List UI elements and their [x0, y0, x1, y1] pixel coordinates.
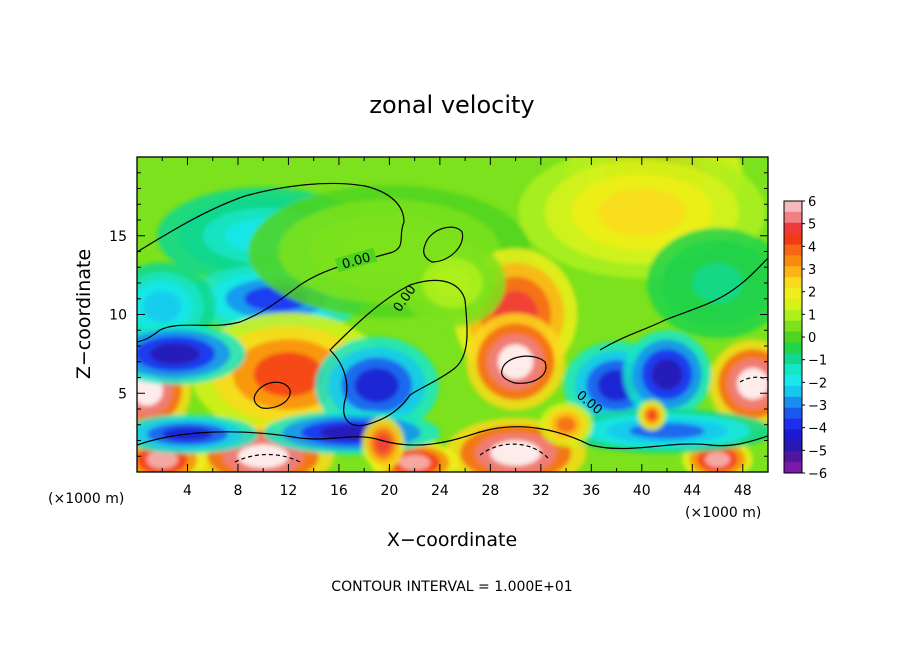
- x-tick-label: 28: [481, 483, 499, 499]
- colorbar-swatch: [784, 342, 802, 354]
- colorbar-swatch: [784, 462, 802, 474]
- colorbar-swatch: [784, 244, 802, 256]
- colorbar-tick-label: −6: [808, 467, 827, 482]
- y-tick-label: 15: [109, 229, 127, 245]
- x-tick-label: 16: [330, 483, 348, 499]
- velocity-field: [137, 157, 768, 472]
- y-axis-ticks: 5 10 15: [109, 172, 768, 457]
- colorbar-swatch: [784, 201, 802, 213]
- x-axis-title: X−coordinate: [387, 529, 517, 551]
- colorbar-swatch: [784, 396, 802, 409]
- colorbar-swatch: [784, 309, 802, 322]
- colorbar-tick-label: −3: [808, 399, 827, 414]
- field-blob-19-ring-3: [398, 454, 431, 471]
- field-blob-1-ring-3: [597, 188, 686, 236]
- colorbar-swatch: [784, 266, 802, 278]
- colorbar-swatch: [784, 418, 802, 430]
- chart-title: zonal velocity: [369, 91, 534, 119]
- x-unit-right: (×1000 m): [685, 505, 761, 521]
- x-axis-ticks: 4 8 12 16 20 24 28 32 36 40 44 48: [161, 157, 752, 499]
- field-blob-25-ring-3: [556, 416, 576, 433]
- zero-contour-right: [599, 257, 768, 351]
- field-blob-4-ring-3: [143, 290, 182, 323]
- x-tick-label: 36: [582, 483, 600, 499]
- x-tick-label: 20: [380, 483, 398, 499]
- contour-interval-note: CONTOUR INTERVAL = 1.000E+01: [331, 579, 572, 595]
- field-blob-17-ring-3: [237, 444, 289, 469]
- colorbar-tick-label: −4: [808, 422, 827, 437]
- zero-contour-mid: [329, 279, 468, 427]
- colorbar-swatch: [784, 298, 802, 311]
- field-blob-9-ring-3: [253, 352, 324, 397]
- colorbar-swatch: [784, 385, 802, 398]
- colorbar-tick-label: −2: [808, 376, 827, 391]
- white-core-contour-2: [500, 355, 547, 384]
- colorbar-swatch: [784, 364, 802, 376]
- field-blob-15-ring-3: [651, 358, 683, 391]
- x-tick-label: 8: [233, 483, 242, 499]
- field-blob-11-ring-3: [737, 368, 768, 400]
- dashed-contour-2: [479, 443, 549, 459]
- contour-lines: [137, 182, 768, 463]
- colorbar-tick-label: 2: [808, 286, 816, 301]
- colorbar-swatch: [784, 233, 802, 246]
- dashed-contour-3: [739, 376, 768, 383]
- colorbar-swatch: [784, 222, 802, 235]
- field-blob-28-ring-3: [692, 263, 743, 303]
- colorbar-tick-label: 0: [808, 331, 816, 346]
- colorbar-swatch: [784, 353, 802, 365]
- field-blob-12-ring-3: [149, 342, 201, 365]
- colorbar-tick-label: 6: [808, 195, 816, 210]
- colorbar-swatch: [784, 451, 802, 463]
- colorbar-tick-label: 4: [808, 240, 816, 255]
- colorbar-swatch: [784, 440, 802, 452]
- field-blob-23-ring-3: [629, 423, 705, 439]
- field-blob-24-ring-3: [375, 434, 391, 454]
- y-axis-title: Z−coordinate: [73, 249, 95, 379]
- white-core-contour-1: [253, 381, 291, 409]
- y-tick-label: 10: [109, 308, 127, 324]
- x-tick-label: 4: [183, 483, 192, 499]
- colorbar-swatch: [784, 288, 802, 300]
- colorbar-swatch: [784, 211, 802, 224]
- x-tick-label: 32: [532, 483, 550, 499]
- colorbar-swatch: [784, 255, 802, 267]
- colorbar-swatch: [784, 375, 802, 387]
- field-blob-26-ring-3: [646, 409, 657, 421]
- field-blob-27-ring-3: [433, 267, 472, 299]
- colorbar-swatch: [784, 407, 802, 420]
- colorbar-tick-label: −5: [808, 444, 827, 459]
- y-tick-label: 5: [118, 386, 127, 402]
- field-blob-7-ring-3: [497, 344, 534, 380]
- zero-contour-upper: [137, 182, 405, 343]
- colorbar-tick-label: 5: [808, 218, 816, 233]
- label-bg-1: [334, 247, 378, 273]
- field-blob-18-ring-3: [146, 449, 179, 469]
- colorbar: 6 5 4 3 2 1 0 −1 −2 −3 −4 −5 −6: [783, 195, 827, 482]
- x-unit-left: (×1000 m): [48, 491, 124, 507]
- colorbar-swatch: [784, 331, 802, 343]
- x-tick-label: 12: [280, 483, 298, 499]
- field-blob-20-ring-3: [704, 451, 731, 468]
- colorbar-swatch: [784, 429, 802, 441]
- colorbar-swatch: [784, 320, 802, 333]
- x-tick-label: 24: [431, 483, 449, 499]
- colorbar-tick-label: −1: [808, 354, 827, 369]
- colorbar-tick-label: 1: [808, 308, 816, 323]
- colorbar-tick-label: 3: [808, 263, 816, 278]
- x-tick-label: 40: [633, 483, 651, 499]
- x-tick-label: 44: [683, 483, 701, 499]
- zero-contour-bottom: [137, 426, 768, 450]
- x-tick-label: 48: [734, 483, 752, 499]
- field-blob-13-ring-3: [354, 368, 399, 403]
- colorbar-swatch: [784, 277, 802, 289]
- zero-contour-island: [423, 226, 464, 263]
